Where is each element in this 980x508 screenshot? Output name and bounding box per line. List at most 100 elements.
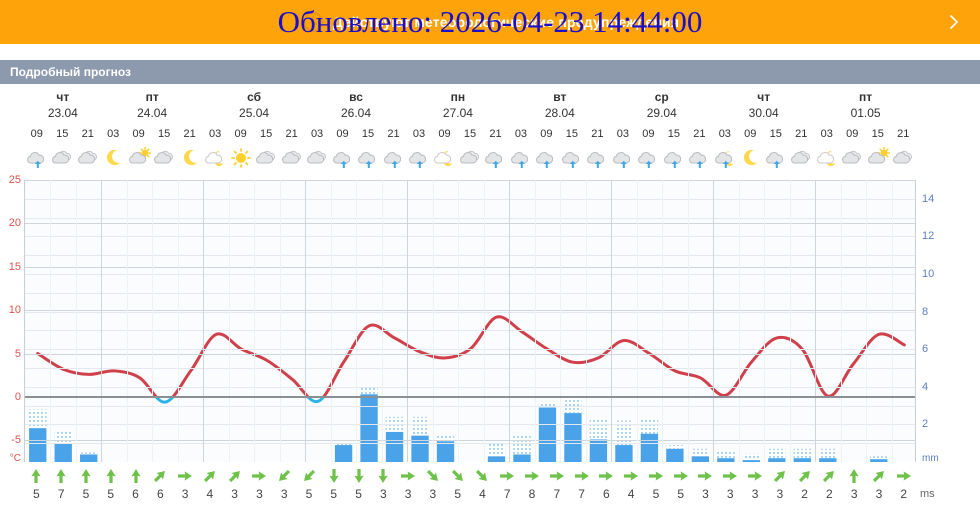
wind-direction-cell: [817, 464, 842, 488]
wind-arrow-w-icon: [698, 471, 713, 481]
day-header: вт 28.04: [508, 90, 610, 126]
day-date: 28.04: [544, 106, 575, 120]
precipitation-bar: [29, 428, 47, 462]
wind-direction-cell: [371, 464, 396, 488]
temperature-line-above-zero: [36, 315, 906, 397]
weather-icon-cell: [636, 142, 661, 174]
temperature-tick: 0: [14, 390, 21, 403]
wind-speed-value: 4: [627, 487, 635, 501]
hour-label: 15: [565, 128, 579, 140]
wind-speed-value: 3: [875, 487, 883, 501]
weather-alert-bar[interactable]: Действуют метеорологические предупрежден…: [0, 0, 980, 44]
cloud-rain-icon: [409, 152, 427, 168]
day-header: ср 29.04: [610, 90, 712, 126]
weather-icon-cell: [177, 142, 202, 174]
weather-icon-cell: [355, 142, 380, 174]
wind-speed-value: 3: [850, 487, 858, 501]
plot-area: [24, 180, 916, 462]
hour-label: 03: [616, 128, 629, 140]
gridline-day-boundary: [101, 180, 103, 462]
cloud-icon: [77, 150, 97, 164]
cloud-rain-icon: [587, 152, 605, 168]
day-date: 01.05: [850, 106, 881, 120]
hour-label: 15: [769, 128, 782, 140]
weather-icon-cell: [381, 142, 406, 174]
wind-arrow-ne-icon: [279, 469, 291, 481]
wind-arrow-s-icon: [849, 469, 859, 483]
hour-label: 15: [158, 128, 171, 140]
gridline-horizontal: [25, 405, 915, 407]
hour-label: 09: [30, 128, 43, 140]
wind-direction-cell: [24, 464, 49, 488]
detailed-forecast-header: Подробный прогноз: [0, 60, 980, 84]
hour-label: 03: [820, 128, 833, 140]
cloud-icon: [893, 150, 913, 164]
gridline-vertical: [560, 180, 562, 462]
wind-speed-value: 6: [156, 487, 164, 501]
wind-speed-value: 5: [305, 487, 313, 501]
wind-arrow-sw-icon: [154, 471, 166, 483]
hour-label: 15: [463, 128, 477, 140]
wind-arrow-w-icon: [673, 471, 688, 481]
wind-arrow-sw-icon: [872, 471, 884, 483]
weather-icon-cell: [202, 142, 227, 174]
weather-icon-cell: [49, 142, 74, 174]
wind-arrow-ne-icon: [304, 469, 316, 481]
day-header: пн 27.04: [406, 90, 508, 126]
sun-icon: [230, 148, 251, 168]
gridline-horizontal: [25, 311, 915, 313]
wind-arrow-sw-icon: [773, 471, 785, 483]
temperature-tick: -5: [11, 434, 21, 447]
gridline-horizontal: [25, 217, 915, 219]
cloud-icon: [52, 150, 72, 164]
gridline-temperature: [25, 440, 915, 442]
wind-speed-value: 5: [107, 487, 115, 501]
weather-icon-cell: [75, 142, 100, 174]
wind-speed-value: 3: [751, 487, 759, 501]
wind-speed-value: 3: [776, 487, 784, 501]
wind-direction-cell: [148, 464, 173, 488]
gridline-vertical: [585, 180, 587, 462]
wind-arrow-w-icon: [896, 471, 911, 481]
precipitation-bar: [666, 448, 684, 462]
moon-cloud-icon: [434, 150, 453, 167]
wind-direction-cell: [247, 464, 272, 488]
warning-clock-icon: [301, 10, 325, 34]
precipitation-bar: [513, 454, 531, 462]
sun-cloud-icon: [128, 147, 151, 164]
temperature-tick: 20: [8, 217, 21, 230]
day-header: чт 30.04: [712, 90, 814, 126]
precipitation-tick: 10: [922, 268, 935, 280]
wind-speed-value: 5: [33, 487, 40, 501]
weather-icon-cell: [508, 142, 533, 174]
wind-direction-cell: [594, 464, 619, 488]
wind-arrow-sw-icon: [823, 471, 835, 483]
day-date: 23.04: [47, 106, 78, 120]
wind-speed-value: 2: [900, 487, 908, 501]
wind-direction-cell: [173, 464, 198, 488]
hour-label: 09: [132, 128, 145, 140]
gridline-vertical: [866, 180, 868, 462]
wind-direction-cell: [421, 464, 446, 488]
precipitation-tick: 14: [922, 192, 935, 205]
precipitation-bars: [29, 386, 888, 462]
weather-icon-cell: [865, 142, 890, 174]
weather-icon-cell: [687, 142, 712, 174]
wind-speed-value: 3: [231, 487, 238, 501]
wind-direction-cell: [98, 464, 123, 488]
wind-speed-value: 3: [379, 487, 387, 501]
wind-speed-row: 5 7 5 5 6 6 3 4 3 3 3 5 5 5 3 3 3 5 4 7 8 7 7 6 4 5 5 3 3 3 3 2 2 3 3 2: [24, 484, 916, 504]
chevron-right-icon[interactable]: [946, 14, 962, 30]
precipitation-uncertainty: [666, 445, 684, 449]
wind-arrow-nw-icon: [451, 469, 463, 481]
hour-label: 09: [642, 128, 655, 140]
wind-speed-value: 7: [553, 487, 561, 501]
gridline-vertical: [228, 180, 230, 462]
hour-label: 15: [56, 128, 69, 140]
temperature-unit-label: °C: [9, 453, 21, 464]
wind-arrow-w-icon: [574, 471, 589, 481]
gridline-vertical: [177, 180, 179, 462]
weather-icon-cell: [585, 142, 610, 174]
gridline-vertical: [789, 180, 791, 462]
weather-icon-cell: [151, 142, 176, 174]
